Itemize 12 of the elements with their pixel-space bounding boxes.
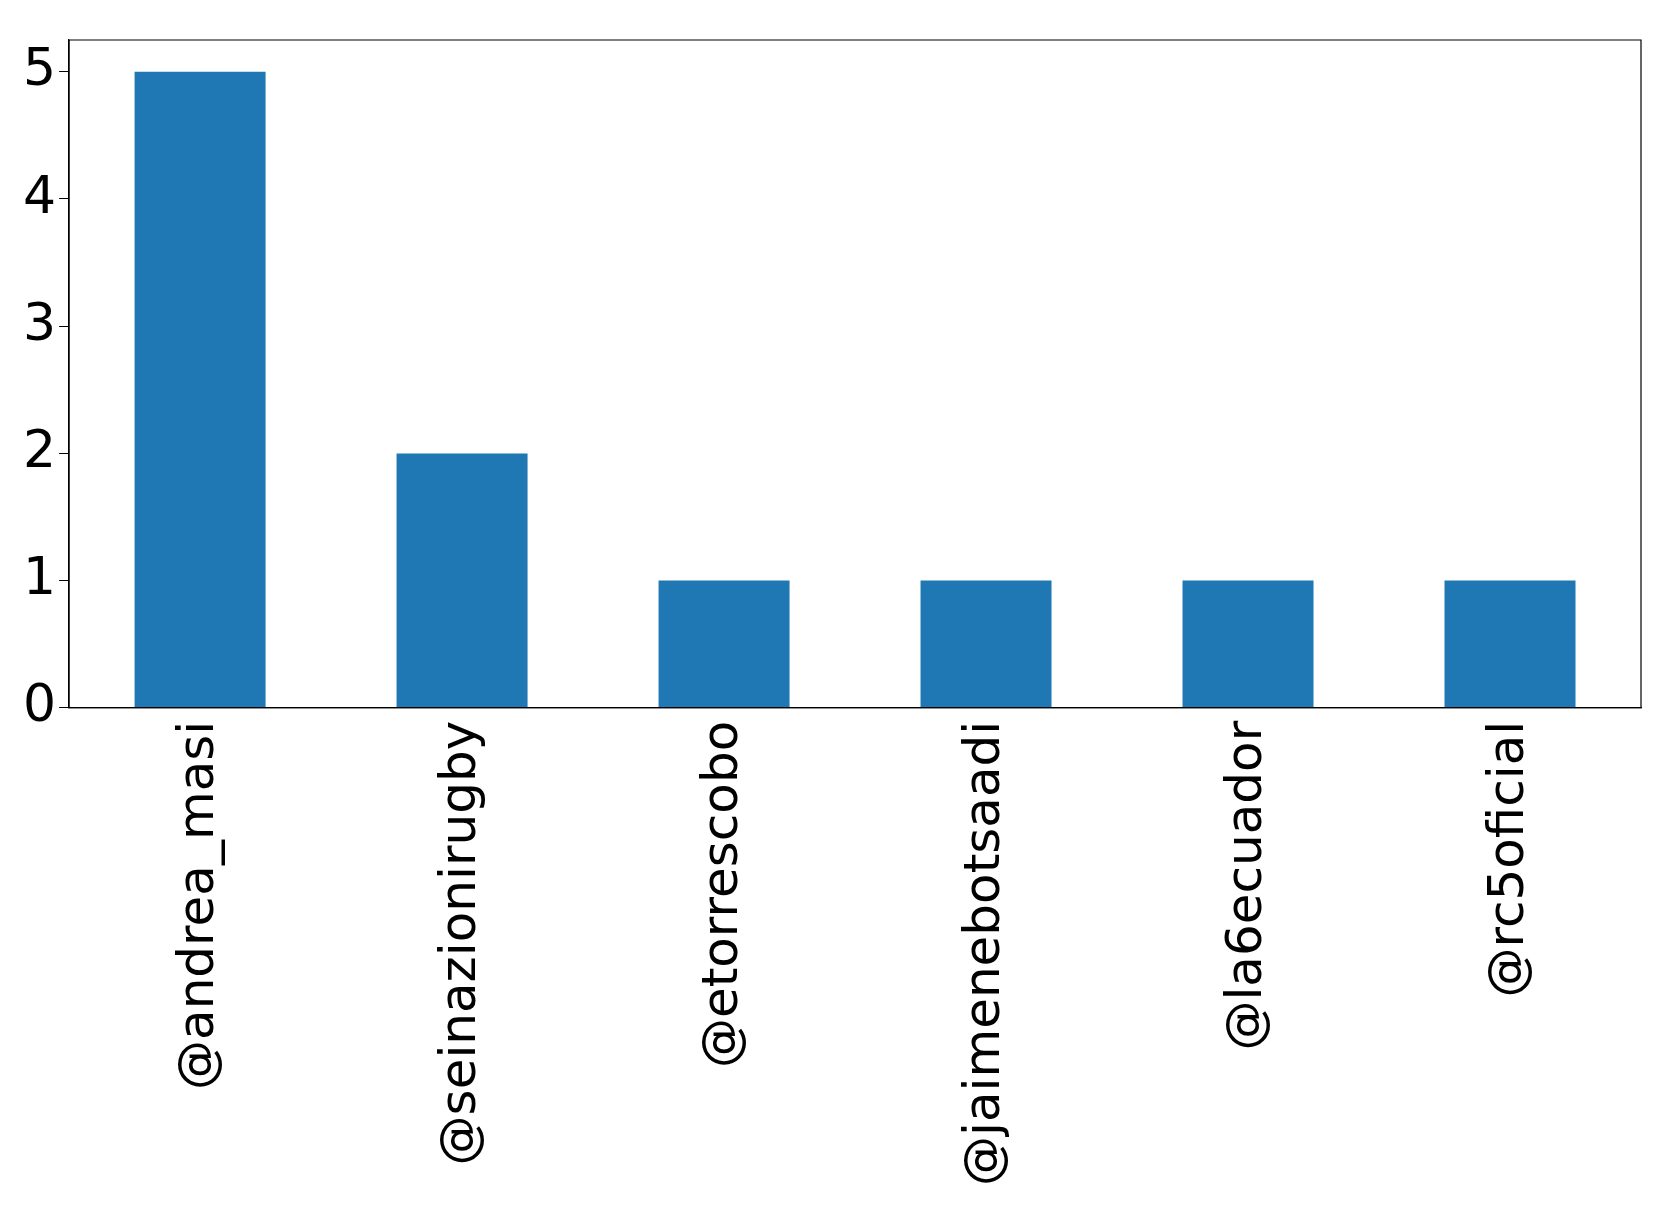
y-tick-label: 1 <box>22 546 57 607</box>
y-tick-label: 2 <box>22 418 57 479</box>
x-tick-label: @etorrescobo <box>691 720 750 1069</box>
x-tick-label: @rc5oficial <box>1476 720 1535 998</box>
y-tick-label: 0 <box>22 673 57 734</box>
x-tick-label: @jaimenebotsaadi <box>953 720 1012 1186</box>
y-tick-label: 5 <box>22 37 57 98</box>
y-tick-label: 3 <box>22 291 57 352</box>
y-tick-label: 4 <box>22 164 57 225</box>
x-tick-label: @la6ecuador <box>1215 720 1274 1051</box>
x-tick-label: @andrea_masi <box>167 720 226 1090</box>
x-tick-label: @seinazionirugby <box>429 720 488 1166</box>
